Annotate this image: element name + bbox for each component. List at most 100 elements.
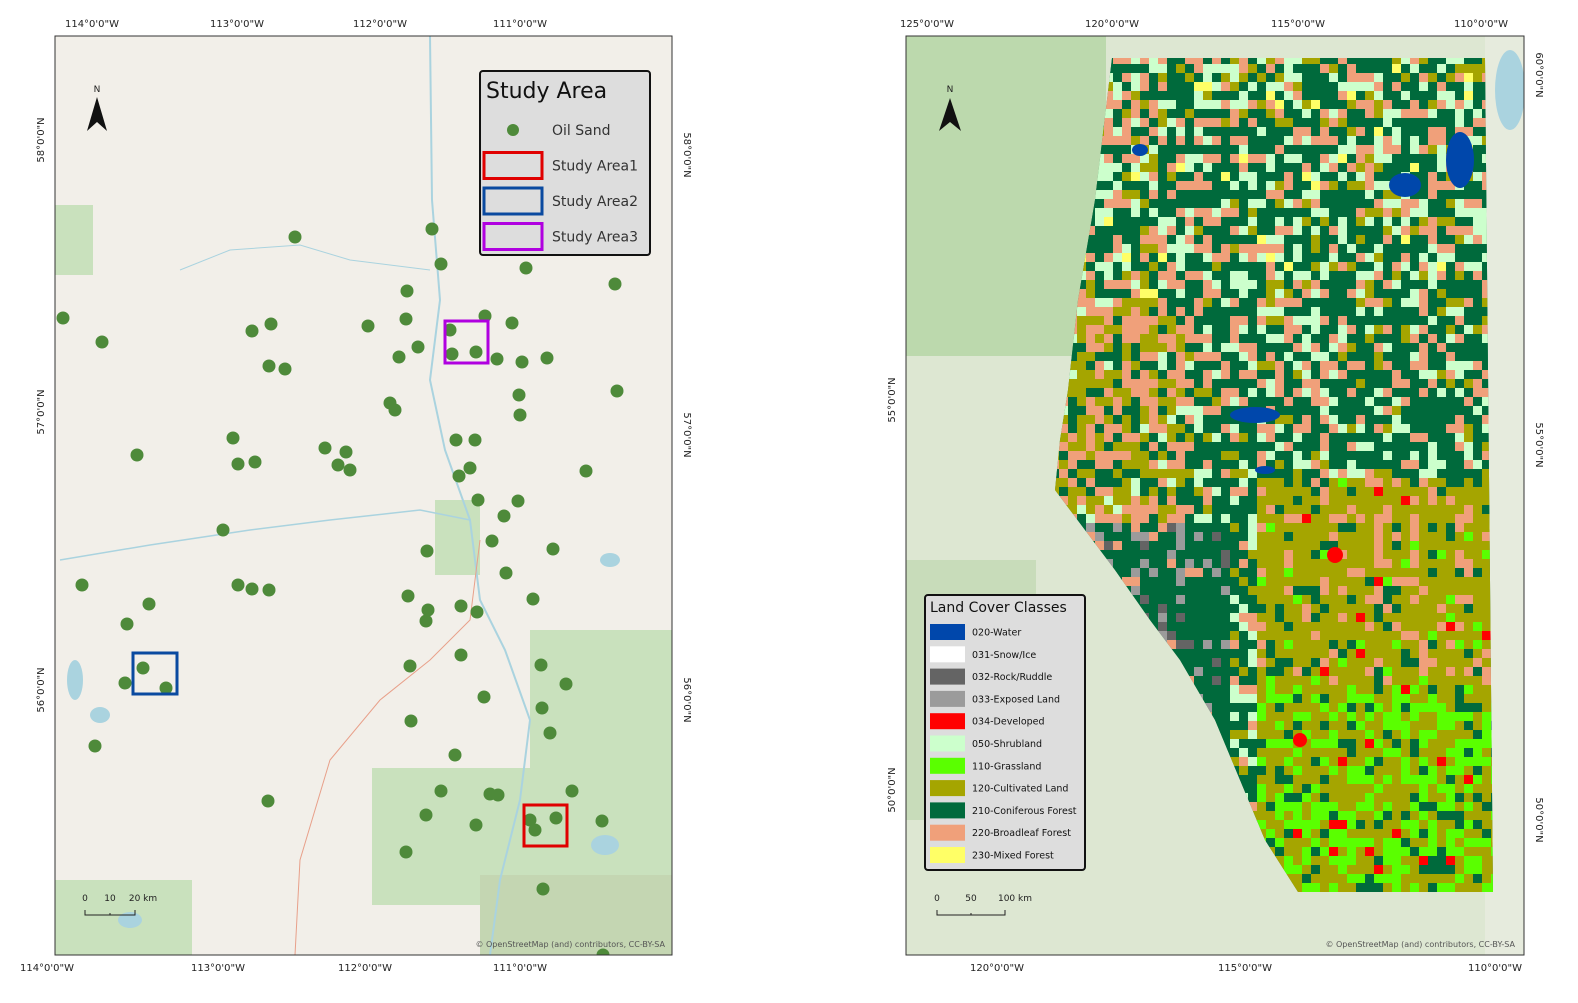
landcover-cell (1347, 298, 1356, 307)
landcover-cell (1464, 820, 1473, 829)
landcover-cell (1401, 829, 1410, 838)
landcover-cell (1329, 244, 1338, 253)
landcover-cell (1194, 613, 1203, 622)
landcover-cell (1194, 550, 1203, 559)
landcover-cell (1293, 289, 1302, 298)
landcover-cell (1338, 676, 1347, 685)
landcover-cell (1365, 154, 1374, 163)
landcover-cell (1185, 163, 1194, 172)
landcover-cell (1104, 541, 1113, 550)
landcover-cell (1068, 451, 1077, 460)
landcover-cell (1293, 64, 1302, 73)
landcover-cell (1104, 397, 1113, 406)
landcover-cell (1266, 685, 1275, 694)
landcover-cell (1284, 631, 1293, 640)
landcover-cell (1149, 433, 1158, 442)
landcover-cell (1311, 766, 1320, 775)
landcover-cell (1302, 595, 1311, 604)
landcover-cell (1473, 451, 1482, 460)
landcover-cell (1311, 379, 1320, 388)
landcover-cell (1374, 109, 1383, 118)
landcover-cell (1221, 289, 1230, 298)
landcover-cell (1455, 244, 1464, 253)
landcover-cell (1167, 343, 1176, 352)
landcover-cell (1095, 307, 1104, 316)
landcover-cell (1113, 379, 1122, 388)
landcover-cell (1266, 100, 1275, 109)
landcover-cell (1122, 307, 1131, 316)
landcover-cell (1203, 58, 1212, 64)
landcover-cell (1455, 595, 1464, 604)
landcover-cell (1122, 244, 1131, 253)
landcover-cell (1428, 181, 1437, 190)
landcover-cell (1437, 451, 1446, 460)
landcover-cell (1419, 541, 1428, 550)
landcover-cell (1392, 775, 1401, 784)
landcover-cell (1320, 802, 1329, 811)
landcover-cell (1419, 370, 1428, 379)
landcover-cell (1185, 109, 1194, 118)
landcover-cell (1392, 883, 1401, 892)
landcover-cell (1302, 820, 1311, 829)
landcover-cell (1329, 613, 1338, 622)
landcover-cell (1455, 271, 1464, 280)
landcover-cell (1482, 217, 1491, 226)
oil-sand-point (491, 788, 505, 802)
landcover-cell (1455, 622, 1464, 631)
landcover-cell (1194, 343, 1203, 352)
landcover-cell (1320, 289, 1329, 298)
landcover-cell (1239, 190, 1248, 199)
landcover-cell (1221, 325, 1230, 334)
landcover-cell (1176, 595, 1185, 604)
landcover-cell (1140, 523, 1149, 532)
landcover-cell (1428, 676, 1437, 685)
landcover-cell (1320, 244, 1329, 253)
landcover-cell (1113, 127, 1122, 136)
landcover-cell (1365, 118, 1374, 127)
landcover-cell (1311, 190, 1320, 199)
landcover-cell (1482, 874, 1491, 883)
landcover-cell (1086, 244, 1095, 253)
landcover-cell (1347, 451, 1356, 460)
oil-sand-point (403, 659, 417, 673)
landcover-cell (1194, 676, 1203, 685)
landcover-cell (1266, 541, 1275, 550)
landcover-cell (1266, 784, 1275, 793)
landcover-cell (1311, 235, 1320, 244)
landcover-cell (1392, 262, 1401, 271)
landcover-cell (1194, 361, 1203, 370)
landcover-cell (1392, 361, 1401, 370)
landcover-cell (1329, 514, 1338, 523)
landcover-cell (1365, 406, 1374, 415)
landcover-cell (1446, 568, 1455, 577)
landcover-cell (1239, 289, 1248, 298)
landcover-cell (1365, 505, 1374, 514)
landcover-cell (1311, 514, 1320, 523)
landcover-cell (1266, 262, 1275, 271)
oil-sand-point (512, 388, 526, 402)
landcover-cell (1428, 415, 1437, 424)
landcover-cell (1338, 694, 1347, 703)
landcover-cell (1455, 658, 1464, 667)
landcover-cell (1221, 370, 1230, 379)
landcover-cell (1221, 379, 1230, 388)
landcover-cell (1311, 586, 1320, 595)
landcover-cell (1374, 406, 1383, 415)
landcover-cell (1293, 883, 1302, 892)
landcover-cell (1374, 397, 1383, 406)
landcover-cell (1374, 271, 1383, 280)
landcover-cell (1410, 505, 1419, 514)
landcover-cell (1455, 58, 1464, 64)
landcover-cell (1473, 613, 1482, 622)
landcover-cell (1437, 433, 1446, 442)
landcover-cell (1194, 100, 1203, 109)
landcover-cell (1230, 109, 1239, 118)
landcover-cell (1194, 595, 1203, 604)
landcover-cell (1203, 514, 1212, 523)
landcover-cell (1401, 604, 1410, 613)
landcover-cell (1077, 424, 1086, 433)
landcover-cell (1374, 136, 1383, 145)
landcover-cell (1266, 352, 1275, 361)
landcover-cell (1401, 721, 1410, 730)
landcover-cell (1356, 280, 1365, 289)
